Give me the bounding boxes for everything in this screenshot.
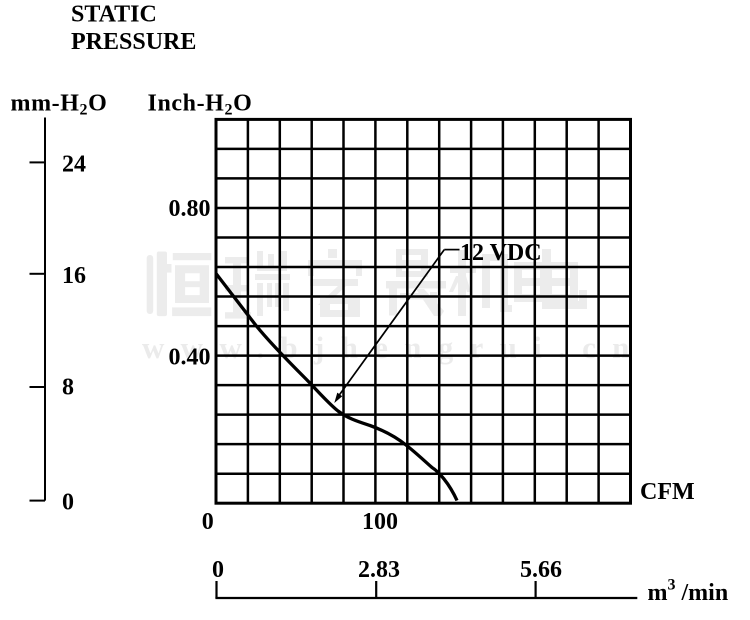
svg-text:CFM: CFM (640, 479, 695, 505)
svg-text:100: 100 (362, 509, 398, 535)
svg-text:0.80: 0.80 (169, 196, 211, 222)
svg-text:8: 8 (62, 375, 74, 401)
svg-text:12 VDC: 12 VDC (460, 240, 542, 266)
svg-text:m3 /min: m3 /min (648, 577, 729, 607)
svg-text:0.40: 0.40 (169, 345, 211, 371)
svg-text:2.83: 2.83 (358, 557, 400, 583)
svg-text:0: 0 (62, 490, 74, 516)
svg-text:24: 24 (62, 151, 86, 177)
svg-text:5.66: 5.66 (520, 557, 562, 583)
svg-text:Inch-H2O: Inch-H2O (148, 91, 253, 119)
svg-text:PRESSURE: PRESSURE (71, 29, 196, 55)
svg-text:16: 16 (62, 263, 86, 289)
svg-text:STATIC: STATIC (71, 2, 157, 28)
svg-text:mm-H2O: mm-H2O (11, 91, 108, 119)
svg-text:0: 0 (212, 557, 224, 583)
svg-text:www.bjhengrui.cn: www.bjhengrui.cn (142, 330, 646, 365)
svg-text:0: 0 (202, 509, 214, 535)
